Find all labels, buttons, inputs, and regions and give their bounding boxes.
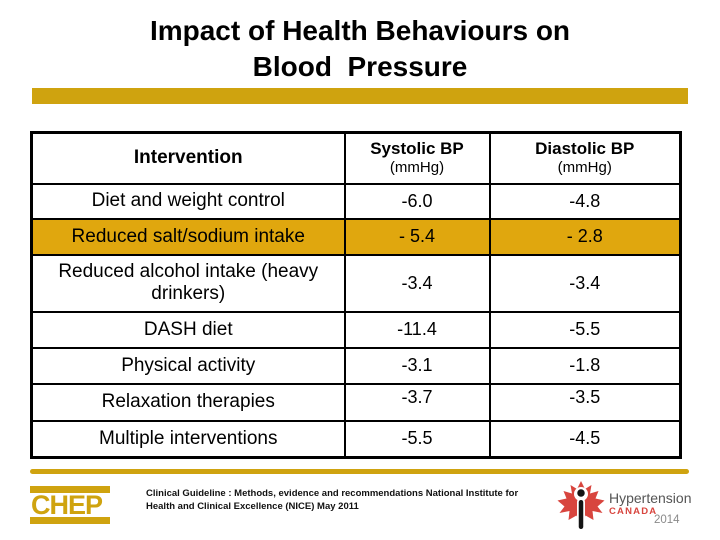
footer-accent-line [30,469,689,474]
title-accent-bar [32,88,688,104]
systolic-bp-label: Systolic BP [370,139,464,159]
chep-logo-text: CHEP [31,490,103,520]
systolic-cell: -5.5 [343,419,491,459]
diastolic-cell: -1.8 [488,346,682,385]
col-header-diastolic: Diastolic BP (mmHg) [488,131,682,185]
col-header-intervention: Intervention [30,131,346,185]
table-row: Reduced alcohol intake (heavy drinkers) … [30,253,682,313]
hypertension-canada-logo: Hypertension CANADA [556,481,692,539]
table-row: Physical activity -3.1 -1.8 [30,346,682,385]
diastolic-cell: -3.4 [488,253,682,313]
intervention-cell: Diet and weight control [30,182,346,220]
table-row: Diet and weight control -6.0 -4.8 [30,182,682,220]
intervention-cell: Physical activity [30,346,346,385]
diastolic-bp-unit: (mmHg) [557,159,612,177]
hypertension-canada-wordmark: Hypertension CANADA [609,491,692,539]
bp-impact-table: Intervention Systolic BP (mmHg) Diastoli… [30,131,682,459]
slide-year: 2014 [654,514,680,526]
maple-leaf-person-icon [556,481,606,539]
intervention-cell: Multiple interventions [30,419,346,459]
systolic-cell: -6.0 [343,182,491,220]
diastolic-cell: -5.5 [488,310,682,349]
table-header-row: Intervention Systolic BP (mmHg) Diastoli… [30,131,682,185]
intervention-cell: Relaxation therapies [30,382,346,422]
diastolic-cell: - 2.8 [488,217,682,256]
table-row-highlighted: Reduced salt/sodium intake - 5.4 - 2.8 [30,217,682,256]
diastolic-cell: -4.8 [488,182,682,220]
intervention-cell: Reduced alcohol intake (heavy drinkers) [30,253,346,313]
systolic-cell: -3.1 [343,346,491,385]
citation-text: Clinical Guideline : Methods, evidence a… [146,488,519,512]
table-row: Relaxation therapies -3.7 -3.5 [30,382,682,422]
systolic-cell: -3.7 [343,382,491,422]
diastolic-cell: -4.5 [488,419,682,459]
systolic-cell: -11.4 [343,310,491,349]
title-line-2: Blood Pressure [252,51,468,82]
systolic-cell: -3.4 [343,253,491,313]
systolic-cell: - 5.4 [343,217,491,256]
hypertension-text: Hypertension [609,490,692,506]
table-row: Multiple interventions -5.5 -4.5 [30,419,682,459]
diastolic-bp-label: Diastolic BP [535,139,635,159]
intervention-cell: Reduced salt/sodium intake [30,217,346,256]
diastolic-cell: -3.5 [488,382,682,422]
systolic-bp-unit: (mmHg) [389,159,445,177]
chep-logo-bottom-bar [30,517,110,524]
col-header-systolic: Systolic BP (mmHg) [343,131,491,185]
table-row: DASH diet -11.4 -5.5 [30,310,682,349]
page-title: Impact of Health Behaviours on Blood Pres… [0,13,720,85]
chep-logo: CHEP [30,486,112,524]
canada-text: CANADA [609,506,658,517]
intervention-cell: DASH diet [30,310,346,349]
chep-logo-top-bar [30,486,110,493]
title-line-1: Impact of Health Behaviours on [149,15,571,46]
